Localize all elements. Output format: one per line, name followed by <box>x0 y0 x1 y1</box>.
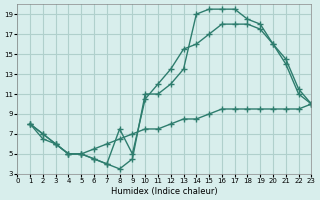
X-axis label: Humidex (Indice chaleur): Humidex (Indice chaleur) <box>111 187 218 196</box>
